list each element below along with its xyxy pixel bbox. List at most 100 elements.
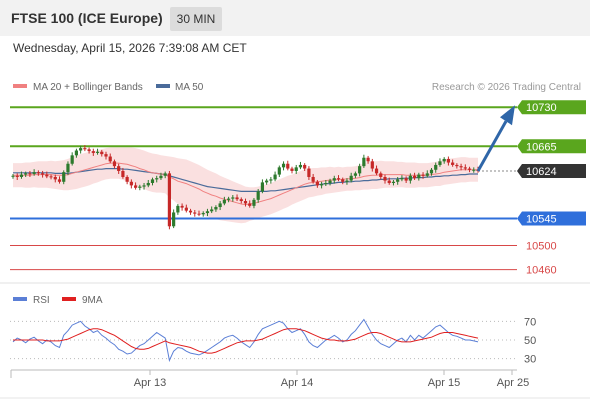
rsi-line xyxy=(12,318,479,363)
rsi-ma-line xyxy=(13,328,479,354)
candle-body xyxy=(434,164,438,170)
candle-body xyxy=(345,180,349,182)
candle-body xyxy=(62,172,66,182)
candle-body xyxy=(83,148,87,150)
instrument-title: FTSE 100 (ICE Europe) xyxy=(11,10,163,26)
candle-body xyxy=(455,164,459,167)
candle-body xyxy=(404,178,408,181)
level-tag-10545 xyxy=(517,211,586,226)
candle-body xyxy=(383,176,387,181)
candle-body xyxy=(353,173,358,176)
candle-body xyxy=(370,161,374,169)
candle-body xyxy=(163,173,167,176)
candle-body xyxy=(155,178,159,180)
candle-body xyxy=(412,175,417,179)
candle-body xyxy=(100,151,104,155)
legend-label-rsi: RSI xyxy=(33,295,50,306)
candle-body xyxy=(243,201,248,204)
projection-arrow-head xyxy=(500,105,515,126)
candle-body xyxy=(429,169,434,174)
rsi-tick-30: 30 xyxy=(524,354,536,366)
candle-body xyxy=(408,175,412,181)
candle-body xyxy=(193,212,197,214)
candle-body xyxy=(425,173,429,176)
legend-label-ma20: MA 20 + Bollinger Bands xyxy=(33,82,143,93)
candle-body xyxy=(146,182,150,186)
candle-body xyxy=(210,209,214,212)
candle-body xyxy=(218,203,222,208)
candle-body xyxy=(467,168,472,170)
legend-label-ma50: MA 50 xyxy=(175,82,204,93)
candle-body xyxy=(379,173,383,177)
candle-body xyxy=(108,156,112,162)
candle-body xyxy=(19,174,24,177)
legend-label-9ma: 9MA xyxy=(82,295,103,306)
legend-swatch-ma50 xyxy=(156,84,170,88)
candle-body xyxy=(95,151,100,153)
credit-text: Research © 2026 Trading Central xyxy=(432,82,581,93)
candle-body xyxy=(112,161,117,167)
x-tick-label: Apr 14 xyxy=(281,377,313,389)
candle-body xyxy=(324,182,328,185)
candle-body xyxy=(358,166,362,174)
candle-body xyxy=(172,212,176,227)
candle-body xyxy=(328,180,332,183)
legend-swatch-ma20 xyxy=(13,84,27,88)
candle-body xyxy=(286,163,290,169)
candle-body xyxy=(294,167,298,171)
candle-body xyxy=(214,207,218,210)
candle-body xyxy=(265,180,269,183)
candle-body xyxy=(40,173,45,175)
candle-body xyxy=(298,164,303,168)
candle-body xyxy=(319,184,324,186)
x-tick-label: Apr 25 xyxy=(497,377,529,389)
candle-body xyxy=(231,197,235,199)
candle-body xyxy=(252,199,256,206)
candle-body xyxy=(463,167,467,169)
candle-body xyxy=(446,158,451,163)
candle-body xyxy=(36,172,40,174)
level-tag-10730 xyxy=(517,100,586,115)
candle-body xyxy=(197,213,201,215)
candle-body xyxy=(277,167,281,175)
candle-body xyxy=(336,178,341,180)
chart-header: FTSE 100 (ICE Europe) 30 MIN xyxy=(0,0,590,36)
rsi-tick-70: 70 xyxy=(524,316,536,328)
candle-body xyxy=(91,151,95,153)
level-tag-10624 xyxy=(517,163,586,178)
candle-body xyxy=(442,158,446,162)
candle-body xyxy=(391,181,396,183)
candle-body xyxy=(472,169,476,171)
projection-arrow-shaft xyxy=(476,120,508,172)
candle-body xyxy=(74,150,79,156)
candle-body xyxy=(184,207,188,211)
candle-body xyxy=(121,170,125,177)
candle-body xyxy=(226,198,231,200)
candle-body xyxy=(125,176,129,182)
candle-body xyxy=(66,163,70,173)
candle-body xyxy=(290,168,294,171)
candle-body xyxy=(341,179,345,182)
rsi-tick-50: 50 xyxy=(524,335,536,347)
candle-body xyxy=(269,179,273,181)
candle-body xyxy=(117,166,121,171)
candle-body xyxy=(57,179,62,182)
x-tick-label: Apr 13 xyxy=(134,377,166,389)
legend-swatch-rsi xyxy=(13,297,27,301)
candle-body xyxy=(180,205,184,208)
candle-body xyxy=(138,186,142,188)
level-label-10460: 10460 xyxy=(526,265,557,277)
bollinger-band xyxy=(13,147,478,224)
chart-datetime: Wednesday, April 15, 2026 7:39:08 AM CET xyxy=(13,41,247,55)
level-tag-10665 xyxy=(517,139,586,154)
candle-body xyxy=(273,174,277,180)
candles xyxy=(11,145,480,230)
candle-body xyxy=(421,174,425,176)
timeframe-button[interactable]: 30 MIN xyxy=(170,7,222,31)
candle-body xyxy=(417,174,421,179)
candle-body xyxy=(396,179,400,182)
legend-swatch-9ma xyxy=(62,297,76,301)
candle-body xyxy=(133,185,138,188)
candle-body xyxy=(315,181,319,186)
candle-body xyxy=(205,211,210,214)
